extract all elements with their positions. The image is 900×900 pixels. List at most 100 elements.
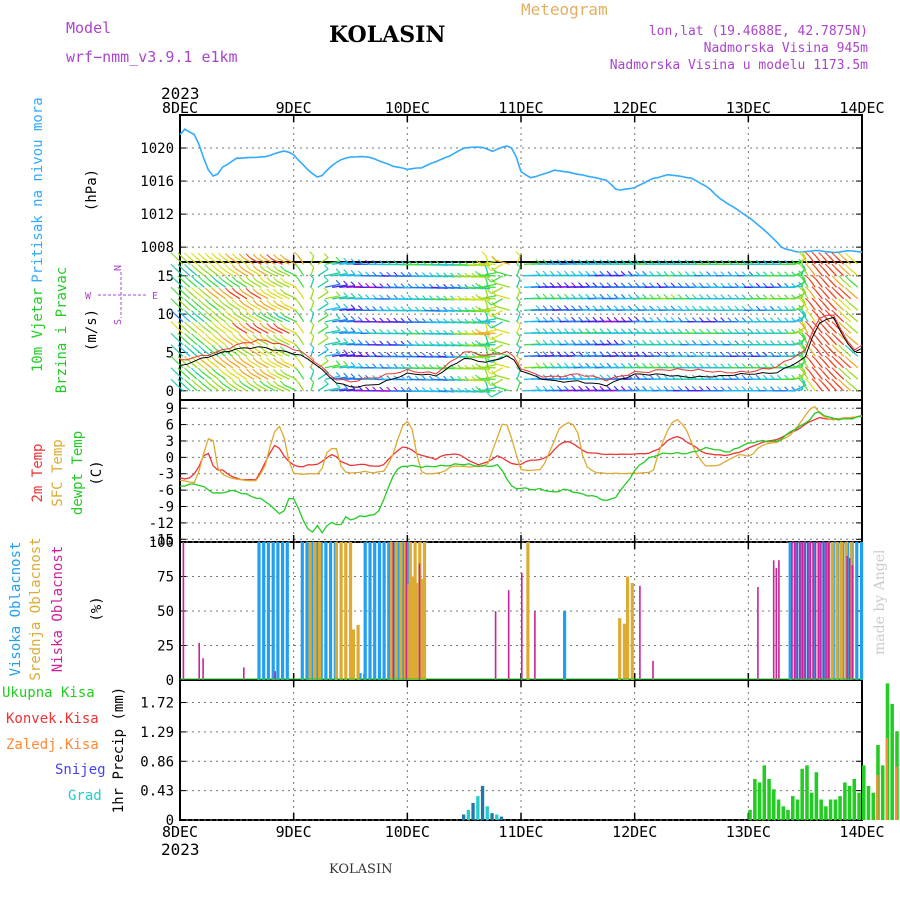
- wind-barb: [474, 378, 491, 382]
- high-cloud-bar: [860, 542, 864, 680]
- wind-barb: [194, 279, 205, 288]
- wind-barb-flag: [475, 294, 480, 299]
- wind-barb-flag: [762, 282, 768, 288]
- wind-barb: [485, 301, 490, 311]
- wind-barb-flag: [571, 339, 576, 345]
- wind-barb: [808, 313, 816, 323]
- wind-barb-flag: [770, 259, 775, 265]
- wind-barb-flag: [259, 322, 265, 328]
- wind-barb-flag: [599, 270, 605, 276]
- wind-barb-flag: [592, 293, 598, 299]
- wind-barb-flag: [831, 367, 837, 372]
- wind-barb: [242, 268, 255, 277]
- wind-barb-flag: [335, 256, 341, 262]
- wind-barb: [815, 278, 823, 288]
- wind-barb: [332, 364, 348, 369]
- wind-barb-flag: [475, 271, 480, 276]
- cloud-ylabel-high: Visoka Oblacnost: [8, 542, 24, 677]
- wind-barb-flag: [245, 380, 251, 385]
- wind-barb-flag: [838, 286, 843, 292]
- wind-barb-flag: [642, 305, 647, 311]
- wind-barb-flag: [191, 333, 196, 338]
- wind-barb: [297, 370, 305, 380]
- wind-barb-flag: [542, 328, 548, 333]
- wind-barb: [174, 302, 184, 311]
- wind-barb-flag: [844, 379, 850, 384]
- wind-barb-flag: [748, 271, 754, 277]
- wind-barb-flag: [177, 332, 183, 338]
- wind-barb: [495, 305, 510, 311]
- wind-barb-flag: [571, 270, 576, 276]
- wind-barb-flag: [365, 363, 370, 369]
- wind-barb-flag: [699, 386, 704, 391]
- wind-barb-flag: [770, 374, 775, 380]
- wind-barb-flag: [741, 271, 747, 276]
- wind-barb: [284, 373, 297, 380]
- wind-barb-flag: [191, 379, 196, 384]
- wind-barb: [815, 255, 823, 265]
- wind-barb: [174, 313, 184, 323]
- wind-barb-flag: [487, 335, 492, 340]
- wind-barb: [270, 257, 283, 265]
- wind-barb-flag: [706, 259, 711, 265]
- wind-barb: [236, 280, 248, 288]
- high-cloud-bar: [276, 542, 280, 680]
- wind-barb-flag: [748, 317, 754, 323]
- wind-barb-flag: [365, 328, 370, 334]
- wind-barb-flag: [184, 333, 189, 338]
- wind-barb-flag: [323, 276, 329, 281]
- wind-barb-flag: [642, 270, 647, 276]
- wind-barb-flag: [844, 298, 850, 304]
- wind-barb: [229, 303, 241, 311]
- wind-barb: [495, 374, 510, 380]
- low-cloud-bar: [809, 542, 812, 680]
- wind-barb: [491, 275, 504, 283]
- wind-barb-flag: [748, 282, 754, 288]
- wind-barb-flag: [627, 374, 633, 380]
- wind-barb-flag: [831, 263, 837, 269]
- wind-barb-flag: [720, 363, 726, 368]
- temperature-ytick-label: -15: [149, 532, 174, 548]
- wind-barb-flag: [225, 379, 230, 385]
- wind-barb: [297, 336, 305, 346]
- wind-barb-flag: [727, 363, 733, 368]
- wind-barb-flag: [824, 263, 830, 269]
- wind-barb-flag: [170, 344, 176, 350]
- precip-ytick-label: 0: [166, 813, 174, 829]
- wind-barb-flag: [635, 339, 640, 345]
- wind-barb-flag: [777, 294, 782, 300]
- wind-barb: [256, 315, 269, 323]
- wind-barb: [802, 255, 809, 265]
- wind-barb-flag: [606, 293, 612, 299]
- wind-barb-flag: [798, 332, 804, 337]
- low-cloud-bar: [791, 542, 793, 680]
- wind-barb-flag: [627, 259, 633, 265]
- mid-cloud-bar: [849, 542, 853, 680]
- temperature-ytick-label: 0: [166, 450, 174, 466]
- wind-barb-flag: [770, 317, 775, 323]
- wind-barb-flag: [699, 271, 704, 276]
- wind-barb-flag: [556, 305, 562, 310]
- wind-barb: [222, 325, 234, 334]
- wind-barb-flag: [357, 351, 363, 356]
- wind-barb-flag: [762, 340, 768, 346]
- wind-barb: [339, 285, 356, 288]
- cloud-unit-label: (%): [89, 596, 105, 621]
- wind-barb-flag: [515, 251, 521, 257]
- wind-barb-flag: [585, 305, 591, 311]
- wind-barb-flag: [741, 259, 747, 265]
- wind-barb-flag: [635, 305, 640, 311]
- wind-barb-flag: [266, 311, 272, 317]
- wind-barb-flag: [691, 317, 697, 322]
- wind-barb-flag: [549, 351, 555, 356]
- wind-barb-flag: [357, 282, 363, 287]
- wind-barb-flag: [487, 289, 492, 294]
- wind-barb-flag: [699, 282, 704, 288]
- wind-barb-flag: [755, 305, 761, 311]
- wind-barb-flag: [592, 305, 598, 311]
- wind-barb: [215, 371, 227, 380]
- wind-barb-flag: [691, 351, 697, 357]
- wind-barb-flag: [677, 363, 683, 368]
- wind-barb-flag: [599, 282, 605, 288]
- wind-barb: [236, 337, 248, 346]
